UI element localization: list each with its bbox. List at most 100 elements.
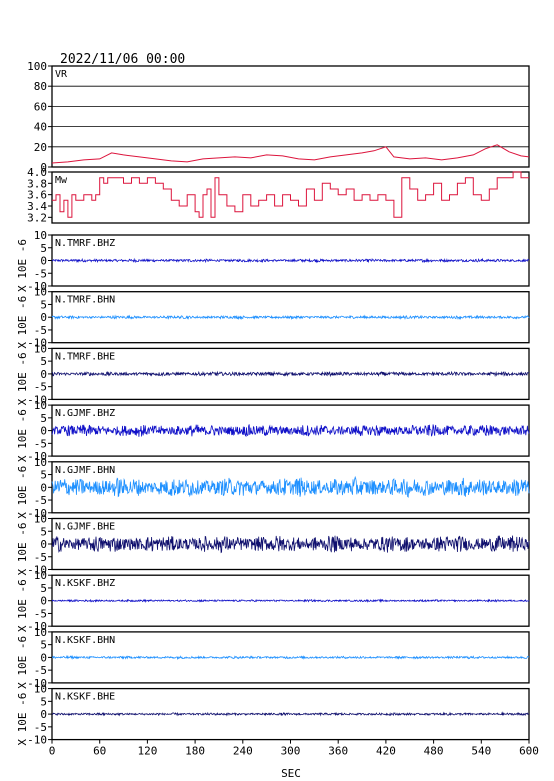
waveform-ytick-label: 10 bbox=[34, 286, 47, 299]
waveform-ytick-label: 5 bbox=[40, 412, 47, 425]
waveform-trace bbox=[51, 314, 530, 321]
waveform-ytick-label: -10 bbox=[27, 280, 47, 293]
waveform-ytick-label: 0 bbox=[40, 481, 47, 494]
x-tick-label: 480 bbox=[424, 745, 444, 758]
waveform-trace-label: N.GJMF.BHN bbox=[55, 465, 115, 476]
waveform-ylabel: X 10E -6 bbox=[16, 239, 29, 292]
waveform-ylabel: X 10E -6 bbox=[16, 409, 29, 462]
waveform-ylabel: X 10E -6 bbox=[16, 523, 29, 576]
waveform-ytick-label: 5 bbox=[40, 582, 47, 595]
waveform-ytick-label: 5 bbox=[40, 525, 47, 538]
waveform-trace-label: N.TMRF.BHN bbox=[55, 295, 115, 306]
waveform-ytick-label: -5 bbox=[34, 607, 47, 620]
waveform-ytick-label: 5 bbox=[40, 298, 47, 311]
waveform-ylabel: X 10E -6 bbox=[16, 693, 29, 746]
waveform-ytick-label: 10 bbox=[34, 569, 47, 582]
waveform-ytick-label: 0 bbox=[40, 708, 47, 721]
x-tick-label: 420 bbox=[376, 745, 396, 758]
panels: 020406080100VR3.23.43.63.84.0Mw-10-50510… bbox=[16, 60, 530, 747]
waveform-trace bbox=[51, 711, 530, 717]
waveform-ytick-label: -5 bbox=[34, 494, 47, 507]
waveform-trace-label: N.TMRF.BHZ bbox=[55, 238, 115, 249]
waveform-ytick-label: -10 bbox=[27, 620, 47, 633]
vr-ytick-label: 0 bbox=[40, 161, 47, 174]
vr-ytick-label: 60 bbox=[34, 100, 47, 113]
waveform-ytick-label: 10 bbox=[34, 229, 47, 242]
waveform-ytick-label: -10 bbox=[27, 677, 47, 690]
mw-ytick-label: 4.0 bbox=[27, 166, 47, 179]
waveform-ytick-label: -10 bbox=[27, 450, 47, 463]
waveform-ytick-label: -5 bbox=[34, 381, 47, 394]
waveform-ytick-label: -5 bbox=[34, 324, 47, 337]
waveform-ytick-label: -5 bbox=[34, 437, 47, 450]
x-tick-label: 180 bbox=[185, 745, 205, 758]
x-tick-label: 60 bbox=[93, 745, 106, 758]
waveform-ytick-label: -10 bbox=[27, 564, 47, 577]
waveform-trace bbox=[51, 257, 530, 264]
x-tick-label: 0 bbox=[49, 745, 56, 758]
waveform-ytick-label: -10 bbox=[27, 507, 47, 520]
vr-ytick-label: 40 bbox=[34, 121, 47, 134]
waveform-ytick-label: 10 bbox=[34, 399, 47, 412]
mw-ytick-label: 3.6 bbox=[27, 189, 47, 202]
x-tick-label: 300 bbox=[281, 745, 301, 758]
waveform-ytick-label: 10 bbox=[34, 683, 47, 696]
waveform-ytick-label: -5 bbox=[34, 551, 47, 564]
waveform-ytick-label: 0 bbox=[40, 368, 47, 381]
waveform-ytick-label: -10 bbox=[27, 393, 47, 406]
vr-ytick-label: 80 bbox=[34, 80, 47, 93]
waveform-trace bbox=[51, 654, 530, 661]
waveform-ytick-label: 10 bbox=[34, 513, 47, 526]
waveform-trace-label: N.GJMF.BHZ bbox=[55, 408, 115, 419]
waveform-ytick-label: 5 bbox=[40, 695, 47, 708]
waveform-ytick-label: 5 bbox=[40, 355, 47, 368]
waveform-trace bbox=[51, 475, 530, 498]
waveform-ylabel: X 10E -6 bbox=[16, 579, 29, 632]
waveform-trace-label: N.GJMF.BHE bbox=[55, 522, 115, 533]
waveform-trace-label: N.TMRF.BHE bbox=[55, 351, 115, 362]
waveform-ytick-label: 0 bbox=[40, 538, 47, 551]
vr-ytick-label: 20 bbox=[34, 141, 47, 154]
mw-ytick-label: 3.4 bbox=[27, 200, 47, 213]
datetime-title: 2022/11/06 00:00 bbox=[60, 52, 185, 67]
waveform-ytick-label: -5 bbox=[34, 664, 47, 677]
waveform-ytick-label: 5 bbox=[40, 242, 47, 255]
waveform-trace bbox=[51, 424, 530, 438]
x-tick-label: 240 bbox=[233, 745, 253, 758]
waveform-ytick-label: 0 bbox=[40, 651, 47, 664]
waveform-ylabel: X 10E -6 bbox=[16, 636, 29, 689]
waveform-trace-label: N.KSKF.BHN bbox=[55, 635, 115, 646]
vr-ytick-label: 100 bbox=[27, 60, 47, 73]
waveform-trace bbox=[51, 370, 530, 378]
x-axis-label: SEC bbox=[281, 767, 301, 780]
x-tick-label: 360 bbox=[328, 745, 348, 758]
vr-panel-frame bbox=[51, 65, 530, 168]
waveform-ylabel: X 10E -6 bbox=[16, 466, 29, 519]
waveform-ytick-label: 5 bbox=[40, 469, 47, 482]
x-tick-label: 540 bbox=[471, 745, 491, 758]
waveform-trace-label: N.KSKF.BHE bbox=[55, 692, 115, 703]
waveform-ytick-label: 10 bbox=[34, 342, 47, 355]
waveform-ytick-label: -10 bbox=[27, 337, 47, 350]
waveform-ylabel: X 10E -6 bbox=[16, 296, 29, 349]
waveform-ytick-label: 5 bbox=[40, 639, 47, 652]
waveform-ylabel: X 10E -6 bbox=[16, 352, 29, 405]
vr-series-line bbox=[51, 144, 530, 164]
waveform-ytick-label: 0 bbox=[40, 425, 47, 438]
mw-ytick-label: 3.8 bbox=[27, 177, 47, 190]
waveform-ytick-label: 10 bbox=[34, 626, 47, 639]
mw-panel-label: Mw bbox=[55, 175, 68, 186]
x-tick-label: 120 bbox=[137, 745, 157, 758]
waveform-trace-label: N.KSKF.BHZ bbox=[55, 578, 115, 589]
waveform-ytick-label: 10 bbox=[34, 456, 47, 469]
mw-ytick-label: 3.2 bbox=[27, 211, 47, 224]
mw-series-line bbox=[52, 171, 529, 218]
x-tick-label: 600 bbox=[519, 745, 539, 758]
waveform-ytick-label: -10 bbox=[27, 734, 47, 747]
waveform-ytick-label: -5 bbox=[34, 267, 47, 280]
waveform-ytick-label: 0 bbox=[40, 311, 47, 324]
mw-panel-frame bbox=[51, 171, 530, 224]
waveform-trace bbox=[51, 598, 530, 603]
vr-panel-label: VR bbox=[55, 69, 68, 80]
